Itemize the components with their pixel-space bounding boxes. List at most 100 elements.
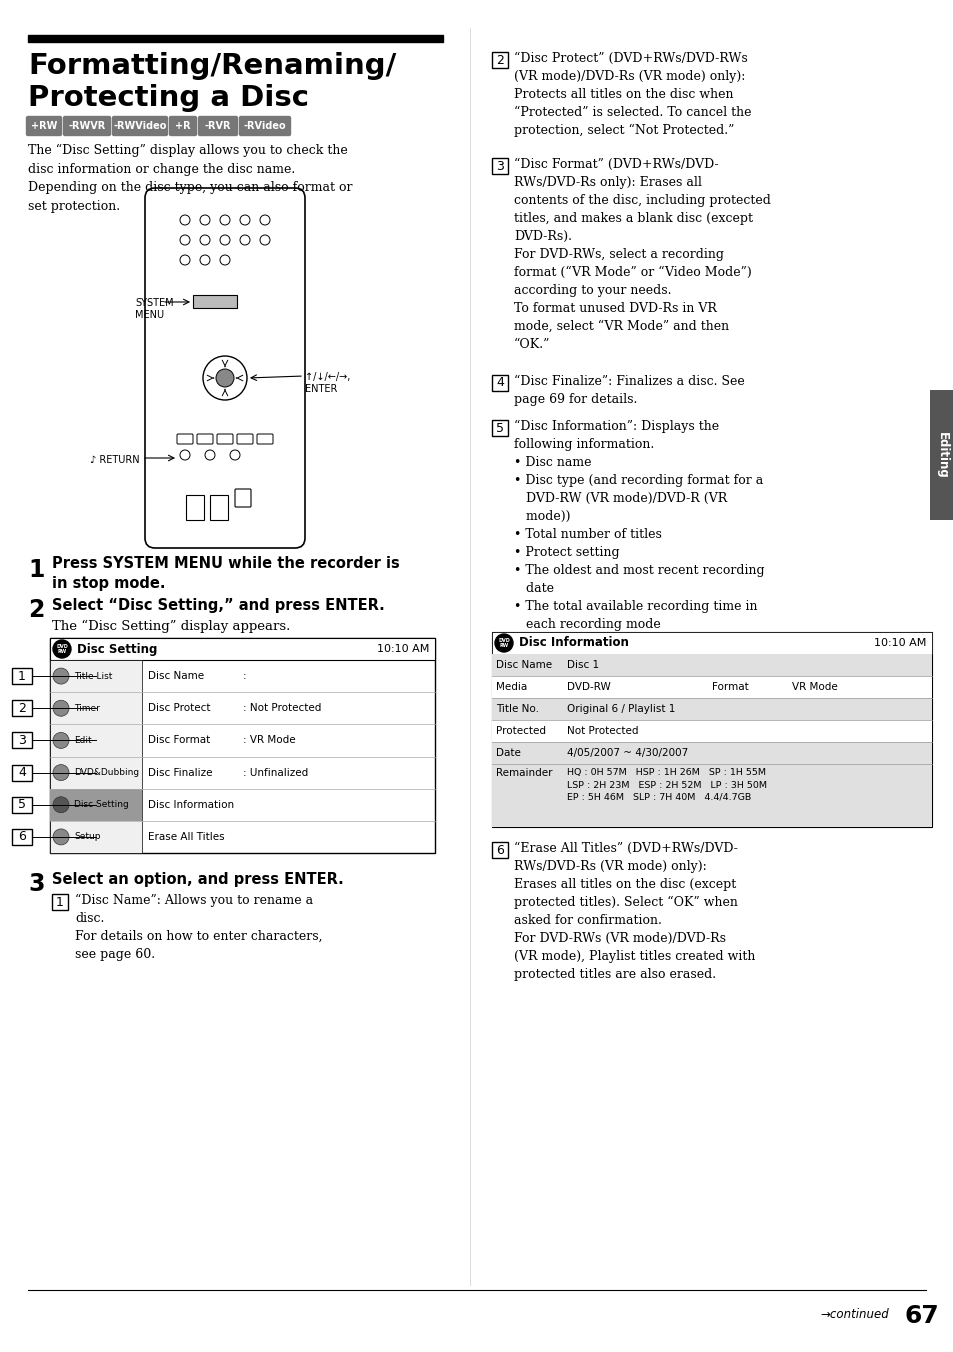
Bar xyxy=(492,158,507,174)
Circle shape xyxy=(53,733,69,749)
Text: Title List: Title List xyxy=(74,672,112,680)
Text: : Not Protected: : Not Protected xyxy=(243,703,321,714)
Text: 10:10 AM: 10:10 AM xyxy=(376,644,429,654)
Text: Protected: Protected xyxy=(496,726,545,735)
Text: : VR Mode: : VR Mode xyxy=(243,735,295,745)
Text: Disc Finalize: Disc Finalize xyxy=(148,768,213,777)
Bar xyxy=(50,660,142,853)
Bar xyxy=(492,842,507,859)
Text: DVD&Dubbing: DVD&Dubbing xyxy=(74,768,139,777)
Text: Protecting a Disc: Protecting a Disc xyxy=(28,84,309,112)
Text: 1: 1 xyxy=(56,895,64,909)
Text: Disc Name: Disc Name xyxy=(496,660,552,671)
FancyBboxPatch shape xyxy=(198,116,237,135)
Text: Disc Name: Disc Name xyxy=(148,671,204,681)
Bar xyxy=(492,420,507,435)
Text: 1: 1 xyxy=(18,669,26,683)
Text: 6: 6 xyxy=(496,844,503,857)
Text: Disc Setting: Disc Setting xyxy=(77,642,157,656)
Text: “Erase All Titles” (DVD+RWs/DVD-
RWs/DVD-Rs (VR mode) only):
Erases all titles o: “Erase All Titles” (DVD+RWs/DVD- RWs/DVD… xyxy=(514,842,755,982)
Text: 3: 3 xyxy=(28,872,45,896)
Text: Setup: Setup xyxy=(74,833,100,841)
Text: Disc Information: Disc Information xyxy=(518,637,628,649)
FancyBboxPatch shape xyxy=(27,116,61,135)
Text: -RWVideo: -RWVideo xyxy=(113,120,167,131)
Bar xyxy=(186,495,204,521)
Text: 3: 3 xyxy=(496,160,503,173)
Text: 5: 5 xyxy=(18,798,26,811)
Text: Disc 1: Disc 1 xyxy=(566,660,598,671)
Text: The “Disc Setting” display appears.: The “Disc Setting” display appears. xyxy=(52,621,290,633)
Bar xyxy=(52,894,68,910)
Text: 2: 2 xyxy=(18,702,26,715)
Text: Disc Protect: Disc Protect xyxy=(148,703,211,714)
Bar xyxy=(50,638,435,853)
Circle shape xyxy=(53,765,69,780)
Bar xyxy=(12,700,32,717)
Bar xyxy=(929,389,953,521)
Circle shape xyxy=(53,668,69,684)
Text: 4: 4 xyxy=(18,767,26,779)
Text: 2: 2 xyxy=(28,598,45,622)
Bar xyxy=(28,35,442,42)
Circle shape xyxy=(495,634,513,652)
Bar xyxy=(12,829,32,845)
Text: Format: Format xyxy=(711,681,748,692)
FancyBboxPatch shape xyxy=(112,116,168,135)
Text: Erase All Titles: Erase All Titles xyxy=(148,831,224,842)
Text: “Disc Finalize”: Finalizes a disc. See
page 69 for details.: “Disc Finalize”: Finalizes a disc. See p… xyxy=(514,375,744,406)
Text: Title No.: Title No. xyxy=(496,704,538,714)
Circle shape xyxy=(53,829,69,845)
Bar xyxy=(492,764,931,827)
Text: -RWVR: -RWVR xyxy=(69,120,106,131)
Text: ♪ RETURN: ♪ RETURN xyxy=(90,456,139,465)
Text: Editing: Editing xyxy=(935,431,947,479)
Bar xyxy=(12,796,32,813)
FancyBboxPatch shape xyxy=(239,116,291,135)
Text: :: : xyxy=(243,671,247,681)
Bar xyxy=(492,631,931,827)
Text: +R: +R xyxy=(175,120,191,131)
Text: “Disc Protect” (DVD+RWs/DVD-RWs
(VR mode)/DVD-Rs (VR mode) only):
Protects all t: “Disc Protect” (DVD+RWs/DVD-RWs (VR mode… xyxy=(514,51,751,138)
Text: Disc Information: Disc Information xyxy=(148,800,233,810)
Text: Disc Setting: Disc Setting xyxy=(74,800,129,810)
Text: HQ : 0H 57M   HSP : 1H 26M   SP : 1H 55M
LSP : 2H 23M   ESP : 2H 52M   LP : 3H 5: HQ : 0H 57M HSP : 1H 26M SP : 1H 55M LSP… xyxy=(566,768,766,802)
Text: “Disc Information”: Displays the
following information.
• Disc name
• Disc type : “Disc Information”: Displays the followi… xyxy=(514,420,763,631)
Bar xyxy=(12,765,32,780)
Text: 1: 1 xyxy=(28,558,45,581)
Circle shape xyxy=(53,796,69,813)
Text: Media: Media xyxy=(496,681,527,692)
Text: 2: 2 xyxy=(496,54,503,66)
Text: 4/05/2007 ~ 4/30/2007: 4/05/2007 ~ 4/30/2007 xyxy=(566,748,687,758)
Bar xyxy=(12,733,32,749)
Bar xyxy=(492,698,931,721)
Bar xyxy=(492,721,931,742)
Text: 10:10 AM: 10:10 AM xyxy=(873,638,925,648)
FancyBboxPatch shape xyxy=(64,116,111,135)
FancyBboxPatch shape xyxy=(170,116,196,135)
Text: DVD
RW: DVD RW xyxy=(56,644,68,654)
Text: 4: 4 xyxy=(496,376,503,389)
Text: +RW: +RW xyxy=(30,120,57,131)
Text: : Unfinalized: : Unfinalized xyxy=(243,768,308,777)
Bar xyxy=(492,631,931,654)
Text: 67: 67 xyxy=(904,1303,939,1328)
Circle shape xyxy=(53,700,69,717)
Text: DVD
RW: DVD RW xyxy=(497,638,509,648)
Text: SYSTEM
MENU: SYSTEM MENU xyxy=(135,297,173,320)
Bar xyxy=(492,742,931,764)
Circle shape xyxy=(215,369,233,387)
Text: -RVideo: -RVideo xyxy=(243,120,286,131)
Text: -RVR: -RVR xyxy=(205,120,231,131)
Text: Disc Format: Disc Format xyxy=(148,735,210,745)
Text: Timer: Timer xyxy=(74,704,100,713)
Text: Date: Date xyxy=(496,748,520,758)
Text: 3: 3 xyxy=(18,734,26,746)
Text: Select “Disc Setting,” and press ENTER.: Select “Disc Setting,” and press ENTER. xyxy=(52,598,384,612)
Text: VR Mode: VR Mode xyxy=(791,681,837,692)
Text: Press SYSTEM MENU while the recorder is
in stop mode.: Press SYSTEM MENU while the recorder is … xyxy=(52,556,399,591)
Bar xyxy=(492,654,931,676)
Text: →continued: →continued xyxy=(820,1307,888,1321)
Bar xyxy=(12,668,32,684)
Bar xyxy=(492,51,507,68)
